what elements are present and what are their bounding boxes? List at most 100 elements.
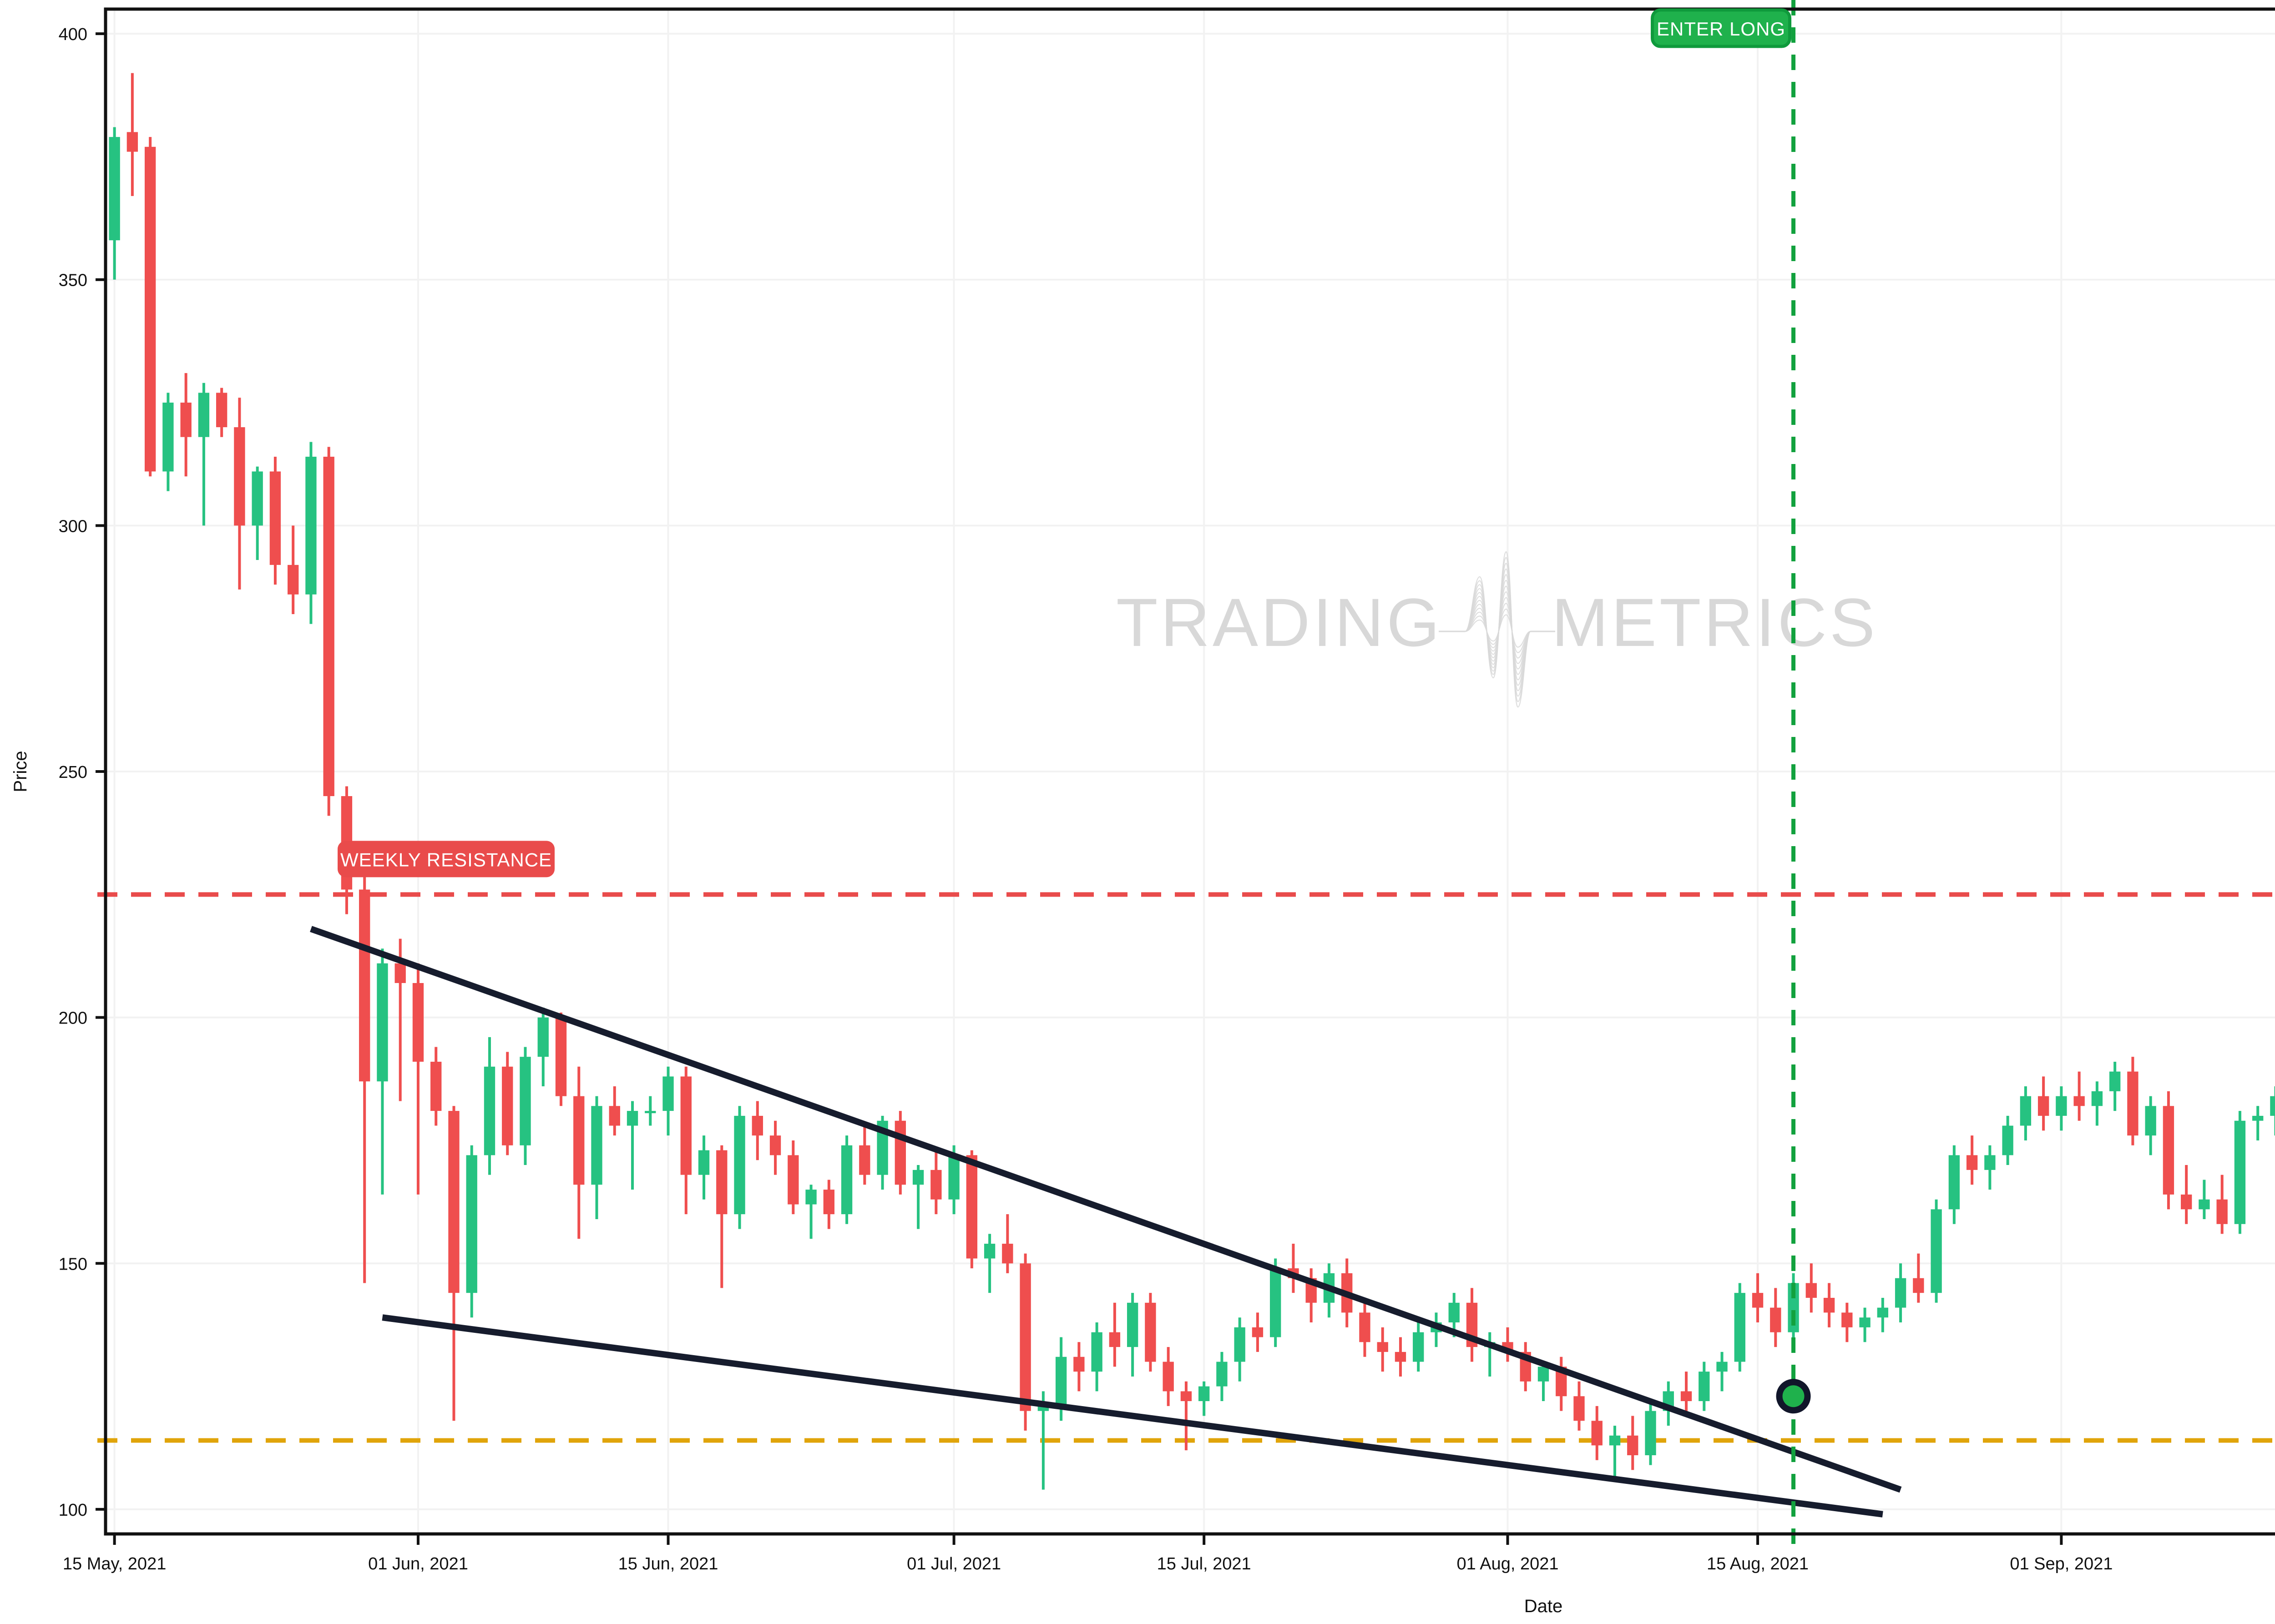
- watermark-left-text: TRADING: [1116, 584, 1442, 661]
- watermark-right-text: METRICS: [1552, 584, 1878, 661]
- candle-body: [805, 1190, 817, 1205]
- pulse-wave-stroke: [1439, 614, 1555, 648]
- candlestick: [1591, 1406, 1603, 1460]
- candle-body: [1448, 1302, 1460, 1323]
- x-axis-tick-label: 15 Jul, 2021: [1157, 1554, 1251, 1574]
- candlestick: [2020, 1086, 2032, 1140]
- candlestick: [2234, 1111, 2246, 1234]
- candle-body: [948, 1155, 960, 1200]
- candlestick: [126, 73, 138, 196]
- candle-body: [769, 1135, 781, 1155]
- candlestick: [1127, 1293, 1138, 1377]
- candle-body: [520, 1057, 531, 1145]
- candle-body: [1770, 1307, 1781, 1332]
- candle-body: [1270, 1268, 1281, 1337]
- candle-body: [1823, 1297, 1835, 1313]
- candlestick: [805, 1185, 817, 1239]
- candle-body: [823, 1190, 834, 1215]
- trade-markers: [1776, 1379, 1811, 1414]
- candlestick: [1537, 1362, 1549, 1402]
- candlestick: [1752, 1273, 1764, 1323]
- candlestick: [1109, 1302, 1121, 1367]
- candle-body: [1537, 1367, 1549, 1382]
- candle-body: [573, 1096, 585, 1185]
- y-axis-title: Price: [10, 751, 30, 792]
- candlestick: [2073, 1071, 2085, 1121]
- candle-body: [359, 889, 370, 1082]
- candle-body: [2020, 1096, 2032, 1126]
- candle-body: [930, 1170, 942, 1200]
- x-axis-tick-label: 15 Aug, 2021: [1707, 1554, 1809, 1574]
- candle-body: [662, 1076, 674, 1111]
- candlestick: [1627, 1416, 1638, 1470]
- candle-body: [2037, 1096, 2049, 1116]
- candle-body: [645, 1111, 656, 1114]
- candlestick: [1859, 1307, 1871, 1342]
- candle-body: [2145, 1106, 2156, 1136]
- candle-body: [2127, 1071, 2138, 1136]
- lower-trendline: [382, 1314, 1883, 1518]
- candlestick: [1805, 1263, 1817, 1313]
- candle-body: [216, 393, 228, 428]
- x-axis-tick-label: 15 Jun, 2021: [618, 1554, 718, 1574]
- weekly-resistance-badge[interactable]: WEEKLY RESISTANCE: [338, 841, 555, 878]
- candlestick: [412, 963, 424, 1195]
- candlestick: [1091, 1322, 1102, 1392]
- candlestick: [1145, 1293, 1156, 1372]
- candle-body: [377, 963, 388, 1082]
- candlestick: [1163, 1347, 1174, 1406]
- candle-body: [1163, 1362, 1174, 1392]
- candle-body: [1841, 1312, 1853, 1327]
- candlestick: [1073, 1342, 1085, 1392]
- candlestick: [1913, 1253, 1924, 1303]
- candle-body: [2109, 1071, 2121, 1091]
- candlestick: [2216, 1175, 2228, 1234]
- candlestick: [555, 1012, 567, 1106]
- candlestick: [930, 1150, 942, 1215]
- candle-body: [1859, 1317, 1871, 1327]
- candle-body: [1002, 1244, 1013, 1264]
- candle-body: [1109, 1332, 1121, 1347]
- candlestick: [573, 1066, 585, 1239]
- candle-body: [1680, 1391, 1692, 1402]
- candle-body: [1413, 1332, 1424, 1362]
- candlestick: [323, 447, 334, 816]
- candle-body: [430, 1061, 442, 1111]
- y-axis-tick-label: 100: [59, 1501, 87, 1520]
- candlestick: [2163, 1091, 2174, 1210]
- candle-body: [144, 146, 156, 472]
- candle-body: [1055, 1357, 1067, 1406]
- candle-body: [698, 1150, 710, 1175]
- candle-body: [1395, 1352, 1406, 1362]
- candlestick: [1198, 1381, 1210, 1416]
- candlestick: [1413, 1322, 1424, 1372]
- candlestick: [1770, 1288, 1781, 1347]
- candle-body: [484, 1066, 495, 1155]
- candlestick: [466, 1145, 477, 1318]
- candlestick: [2002, 1115, 2013, 1165]
- candle-body: [1180, 1391, 1192, 1402]
- candle-body: [734, 1115, 745, 1215]
- candle-body: [1573, 1396, 1585, 1421]
- candle-body: [2216, 1199, 2228, 1224]
- candle-body: [2056, 1096, 2067, 1116]
- candle-body: [269, 471, 281, 565]
- candle-body: [1020, 1263, 1031, 1411]
- y-axis-tick-label: 250: [59, 763, 87, 782]
- enter-long-badge[interactable]: ENTER LONG: [1651, 8, 1792, 48]
- candlestick: [1216, 1352, 1228, 1402]
- candle-body: [1627, 1435, 1638, 1455]
- candlestick: [1895, 1263, 1906, 1323]
- candle-body: [2002, 1125, 2013, 1155]
- candlestick: [2109, 1061, 2121, 1111]
- candlestick: [1180, 1381, 1192, 1451]
- candlestick: [984, 1234, 996, 1293]
- candle-body: [234, 427, 245, 526]
- candlestick: [1573, 1381, 1585, 1431]
- candlestick: [841, 1135, 853, 1224]
- candlestick: [769, 1120, 781, 1175]
- upper-trendline: [310, 926, 1902, 1493]
- candle-body: [1805, 1283, 1817, 1298]
- candle-body: [394, 963, 406, 983]
- entry-marker[interactable]: [1776, 1379, 1811, 1414]
